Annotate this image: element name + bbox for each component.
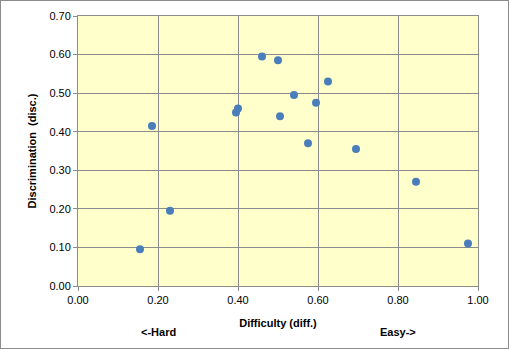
svg-text:Discrimination (disc.): Discrimination (disc.): [26, 93, 38, 208]
svg-text:0.10: 0.10: [49, 241, 70, 253]
svg-text:0.40: 0.40: [49, 126, 70, 138]
svg-text:0.80: 0.80: [387, 294, 408, 306]
svg-text:0.20: 0.20: [49, 203, 70, 215]
svg-text:0.60: 0.60: [49, 48, 70, 60]
svg-text:1.00: 1.00: [467, 294, 488, 306]
svg-text:Easy->: Easy->: [380, 326, 416, 338]
svg-text:0.30: 0.30: [49, 164, 70, 176]
svg-text:0.20: 0.20: [147, 294, 168, 306]
svg-text:0.00: 0.00: [49, 280, 70, 292]
svg-text:Difficulty (diff.): Difficulty (diff.): [239, 317, 317, 329]
svg-text:0.40: 0.40: [227, 294, 248, 306]
svg-text:0.60: 0.60: [307, 294, 328, 306]
svg-text:0.50: 0.50: [49, 87, 70, 99]
svg-text:0.70: 0.70: [49, 10, 70, 22]
svg-text:<-Hard: <-Hard: [141, 326, 176, 338]
svg-text:0.00: 0.00: [67, 294, 88, 306]
